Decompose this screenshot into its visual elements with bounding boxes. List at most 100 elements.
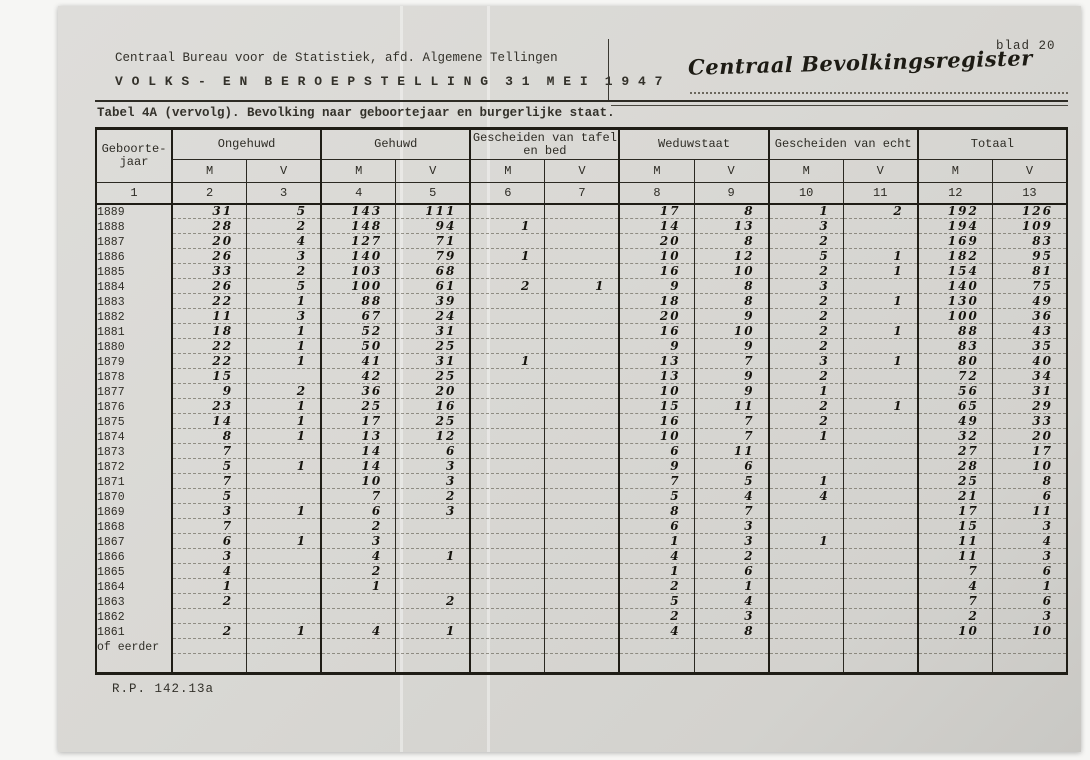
table-row	[96, 653, 1068, 674]
cell-value	[470, 323, 546, 339]
cell-value: 10	[619, 383, 695, 399]
cell-value: 1	[246, 428, 323, 444]
group-header-gehuwd: Gehuwd	[321, 128, 472, 160]
cell-value	[768, 653, 844, 674]
cell-value: 10	[917, 623, 993, 639]
cell-value: 15	[917, 518, 993, 534]
cell-value: 17	[992, 443, 1068, 459]
cell-value	[470, 623, 546, 639]
cell-value: 7	[694, 353, 770, 369]
cell-value: 10	[694, 263, 770, 279]
cell-value: 9	[694, 383, 770, 399]
cell-value	[843, 488, 919, 504]
row-year-label: 1875	[96, 413, 173, 429]
cell-value	[470, 293, 546, 309]
cell-value: 3	[992, 548, 1068, 564]
cell-value	[246, 443, 323, 459]
cell-value: 2	[843, 203, 919, 219]
organization-line: Centraal Bureau voor de Statistiek, afd.…	[115, 51, 558, 65]
cell-value: 32	[917, 428, 993, 444]
cell-value: 8	[172, 428, 248, 444]
cell-value: 6	[395, 443, 472, 459]
cell-value: 28	[917, 458, 993, 474]
handwriting-dotted-line	[690, 92, 1068, 94]
table-row: 1877 9 2 36 20 10 9 1 56 31	[96, 383, 1068, 399]
cell-value: 1	[843, 323, 919, 339]
cell-value: 3	[246, 308, 323, 324]
col-number: 5	[395, 182, 472, 205]
cell-value: 3	[768, 353, 844, 369]
cell-value: 22	[172, 353, 248, 369]
cell-value: 94	[395, 218, 472, 234]
cell-value: 15	[172, 368, 248, 384]
cell-value	[470, 443, 546, 459]
row-year-label: 1879	[96, 353, 173, 369]
cell-value: 14	[321, 443, 397, 459]
cell-value: 7	[321, 488, 397, 504]
col-header-m: M	[917, 159, 993, 183]
cell-value: 31	[395, 353, 472, 369]
cell-value	[470, 398, 546, 414]
cell-value	[768, 608, 844, 624]
cell-value	[470, 473, 546, 489]
table-row: 1875 14 1 17 25 16 7 2 49 33	[96, 413, 1068, 429]
cell-value: 50	[321, 338, 397, 354]
cell-value: 140	[917, 278, 993, 294]
col-number: 10	[768, 182, 844, 205]
cell-value	[470, 533, 546, 549]
cell-value	[694, 638, 770, 654]
cell-value: 1	[246, 413, 323, 429]
cell-value: 25	[917, 473, 993, 489]
cell-value	[246, 518, 323, 534]
cell-value	[843, 233, 919, 249]
col-number: 4	[321, 182, 397, 205]
table-row: 1882 11 3 67 24 20 9 2 100 36	[96, 308, 1068, 324]
cell-value: 4	[619, 623, 695, 639]
row-year-label: 1868	[96, 518, 173, 534]
cell-value: 8	[619, 503, 695, 519]
cell-value: 7	[172, 518, 248, 534]
col-number: 7	[544, 182, 621, 205]
group-header-gescheiden-echt: Gescheiden van echt	[768, 128, 919, 160]
cell-value: 16	[619, 413, 695, 429]
cell-value: 7	[917, 593, 993, 609]
cell-value	[544, 383, 621, 399]
cell-value: 7	[619, 473, 695, 489]
cell-value	[470, 368, 546, 384]
cell-value: 4	[694, 488, 770, 504]
cell-value: 109	[992, 218, 1068, 234]
cell-value: 3	[246, 248, 323, 264]
table-row: 1888 28 2 148 94 1 14 13 3 194 109	[96, 218, 1068, 234]
row-year-label: 1887	[96, 233, 173, 249]
cell-value	[544, 308, 621, 324]
cell-value: 20	[395, 383, 472, 399]
cell-value	[544, 248, 621, 264]
cell-value: 2	[395, 593, 472, 609]
cell-value: 4	[321, 623, 397, 639]
cell-value: 10	[619, 428, 695, 444]
cell-value: 6	[321, 503, 397, 519]
cell-value	[544, 638, 621, 654]
cell-value: 25	[395, 368, 472, 384]
year-header-line2: jaar	[119, 155, 149, 169]
cell-value	[544, 413, 621, 429]
cell-value	[544, 623, 621, 639]
cell-value: 1	[619, 563, 695, 579]
table-row: 1865 4 2 1 6 7 6	[96, 563, 1068, 579]
table-row: 1879 22 1 41 31 1 13 7 3 1 80 40	[96, 353, 1068, 369]
cell-value: 100	[321, 278, 397, 294]
cell-value: 2	[470, 278, 546, 294]
cell-value: 182	[917, 248, 993, 264]
cell-value: 16	[619, 263, 695, 279]
cell-value: 3	[992, 608, 1068, 624]
cell-value	[768, 548, 844, 564]
cell-value: 49	[992, 293, 1068, 309]
table-row: 1872 5 1 14 3 9 6 28 10	[96, 458, 1068, 474]
cell-value	[544, 458, 621, 474]
cell-value	[843, 308, 919, 324]
row-year-label: 1881	[96, 323, 173, 339]
cell-value: 33	[172, 263, 248, 279]
cell-value	[843, 473, 919, 489]
cell-value	[172, 638, 248, 654]
cell-value	[470, 338, 546, 354]
